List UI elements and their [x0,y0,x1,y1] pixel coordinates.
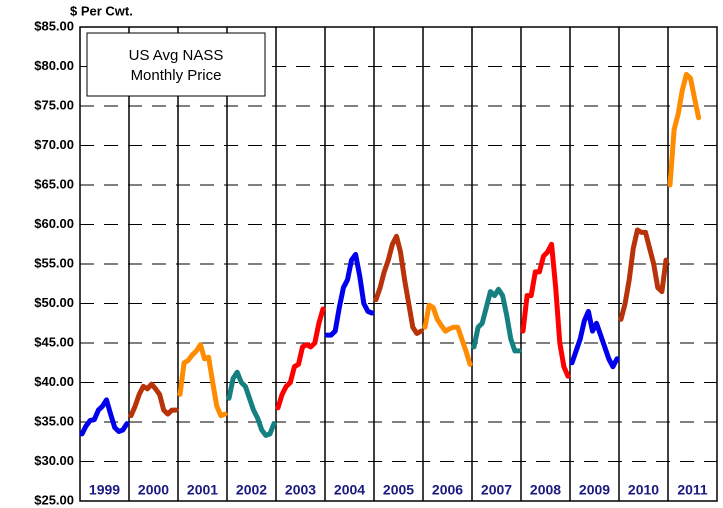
series-line [226,369,277,438]
plot-frame [79,26,718,502]
series-line [324,252,375,338]
x-tick-label: 2007 [481,482,512,498]
x-tick-label: 2004 [334,482,365,498]
y-tick-label: $50.00 [34,295,74,310]
series-line [667,71,702,188]
y-tick-label: $45.00 [34,334,74,349]
annotation: US Avg NASS [129,47,224,64]
x-tick-label: 1999 [89,482,120,498]
y-tick-label: $35.00 [34,413,74,428]
y-tick-label: $80.00 [34,58,74,73]
series-line [618,227,669,322]
y-axis-label: $ Per Cwt. [70,3,133,18]
x-tick-label: 2010 [628,482,659,498]
y-tick-label: $55.00 [34,255,74,270]
annotation-box [86,32,266,97]
series-line [79,397,130,437]
x-tick-label: 2009 [579,482,610,498]
series-line [128,381,179,419]
y-tick-label: $75.00 [34,97,74,112]
series-line [275,306,326,411]
x-tick-label: 2000 [138,482,169,498]
x-tick-label: 2006 [432,482,463,498]
x-tick-label: 2002 [236,482,267,498]
y-tick-label: $60.00 [34,216,74,231]
x-tick-label: 2008 [530,482,561,498]
y-tick-label: $85.00 [34,18,74,33]
y-tick-label: $70.00 [34,137,74,152]
x-tick-label: 2005 [383,482,414,498]
y-tick-label: $65.00 [34,176,74,191]
y-tick-label: $40.00 [34,374,74,389]
series-line [422,302,473,367]
x-tick-label: 2001 [187,482,218,498]
y-tick-label: $30.00 [34,453,74,468]
series-line [520,241,571,379]
y-tick-label: $25.00 [34,492,74,507]
annotation: Monthly Price [131,67,222,84]
series-line [471,286,522,354]
x-tick-label: 2011 [677,482,708,498]
x-tick-label: 2003 [285,482,316,498]
series-line [569,308,620,370]
series-line [177,342,228,419]
series-line [373,233,424,336]
